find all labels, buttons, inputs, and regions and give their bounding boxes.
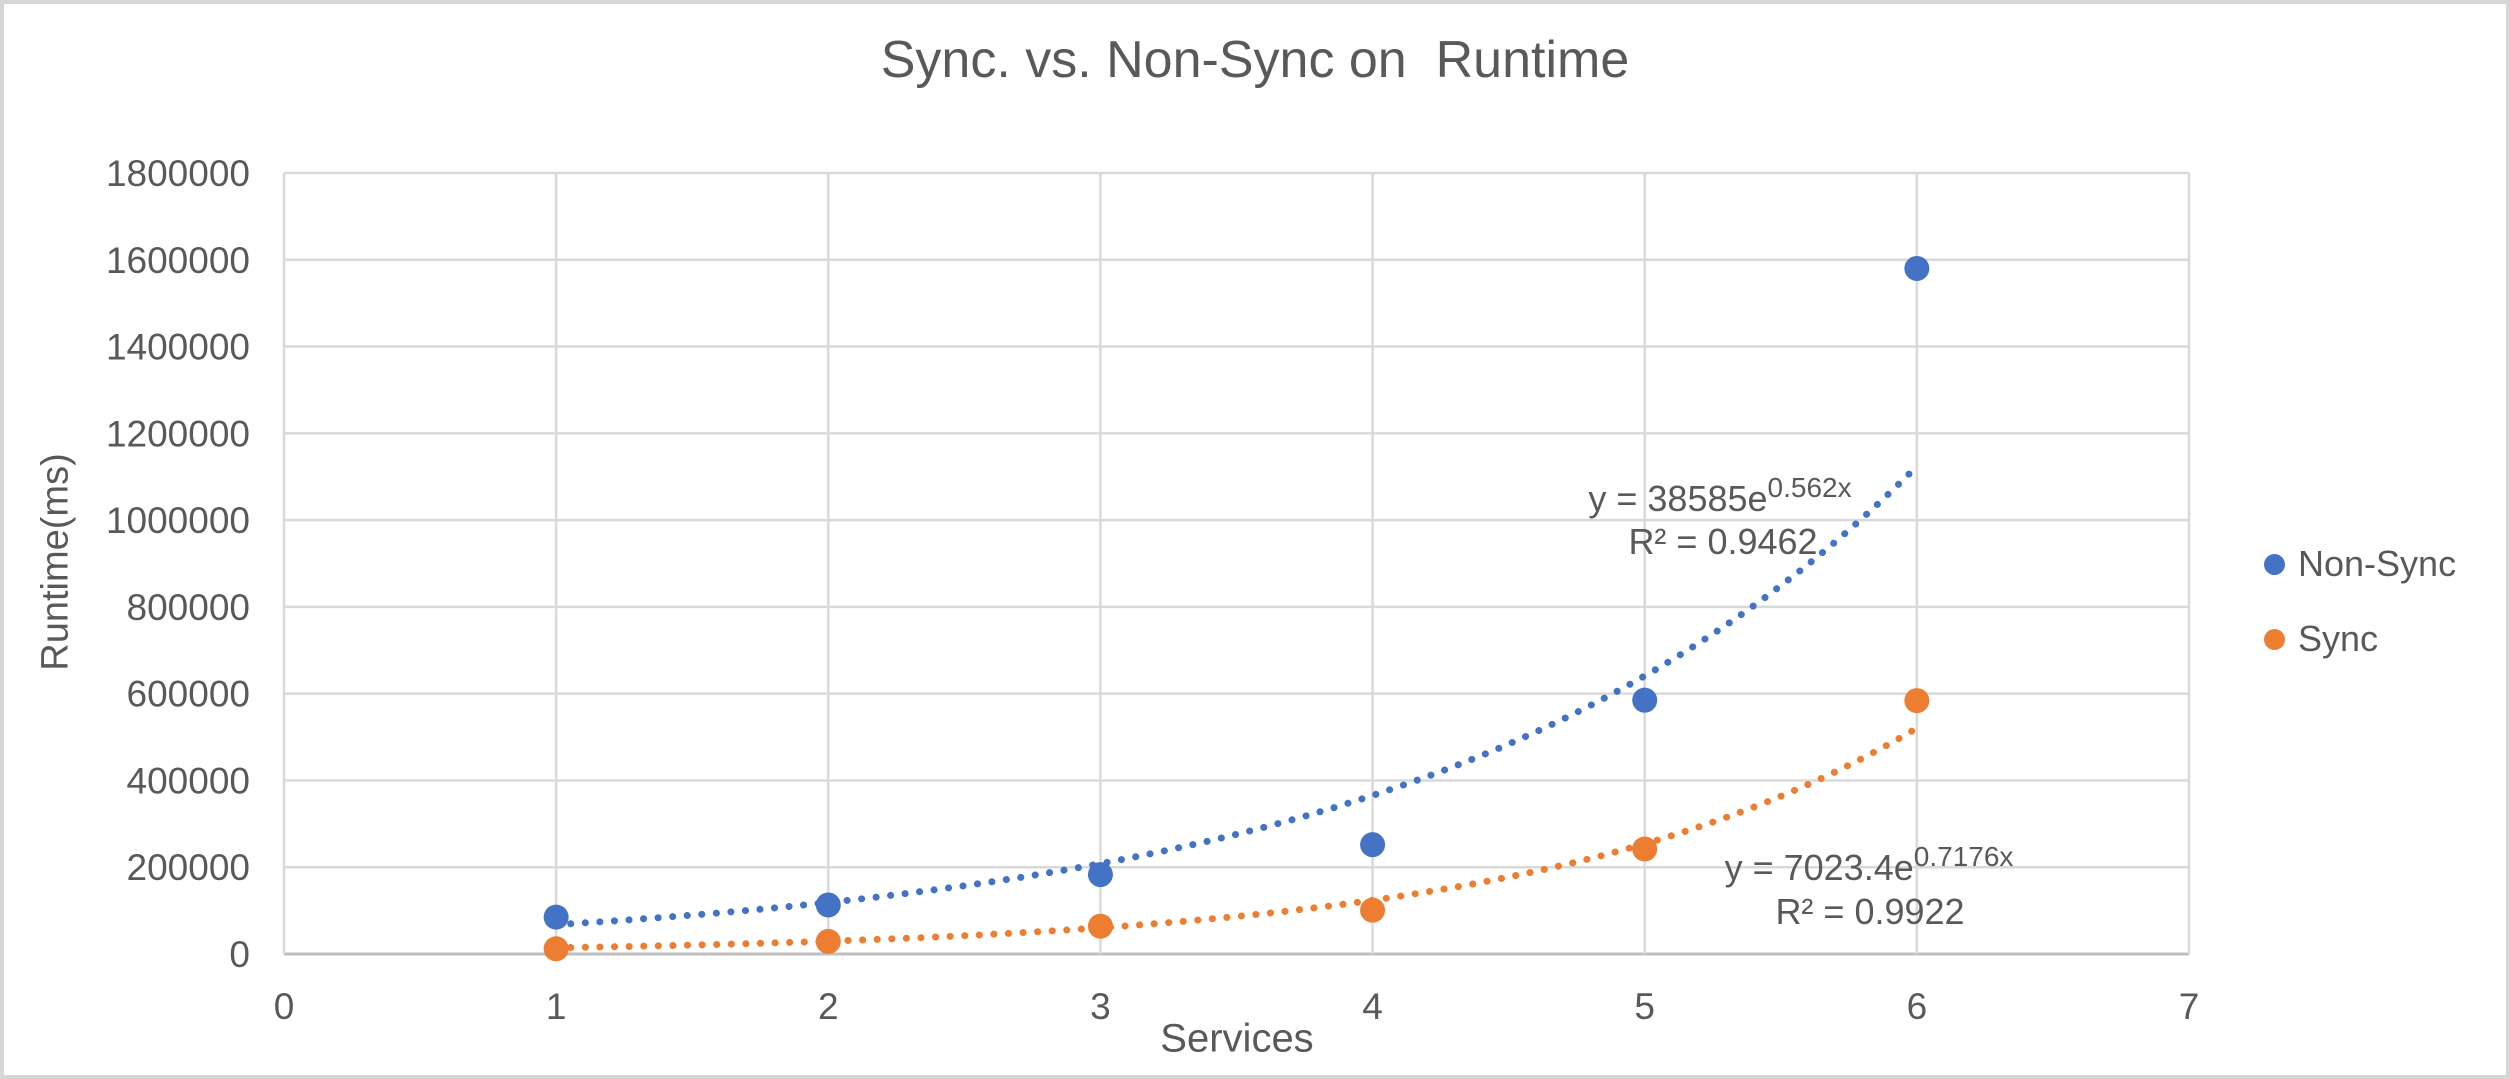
y-tick-label: 600000: [127, 674, 250, 715]
data-point-non-sync: [815, 892, 841, 918]
trendline-r2-sync: R² = 0.9922: [1775, 891, 1965, 932]
data-point-non-sync: [1360, 832, 1386, 858]
trendline-sync: [552, 724, 1921, 952]
data-point-sync: [815, 928, 841, 954]
trendline-non-sync: [552, 462, 1921, 929]
y-tick-label: 400000: [127, 760, 250, 801]
data-point-sync: [1087, 913, 1113, 939]
equation-base: y = 38585e: [1588, 478, 1768, 519]
x-tick-label: 6: [1907, 986, 1928, 1027]
trendline-equation-non-sync: y = 38585e0.562x: [1588, 472, 1851, 520]
legend-item-non-sync[interactable]: Non-Sync: [2264, 543, 2456, 585]
data-point-sync: [1904, 688, 1930, 714]
trendline-r2-non-sync: R² = 0.9462: [1628, 521, 1818, 562]
data-point-non-sync: [1904, 255, 1930, 281]
trendline-equation-sync: y = 7023.4e0.7176x: [1725, 841, 2014, 889]
y-tick-label: 800000: [127, 587, 250, 628]
equation-exponent: 0.562x: [1767, 472, 1852, 503]
y-tick-label: 1400000: [106, 327, 250, 368]
data-point-non-sync: [1632, 687, 1658, 713]
data-point-non-sync: [1087, 862, 1113, 888]
x-tick-label: 0: [274, 986, 295, 1027]
data-point-sync: [1632, 836, 1658, 862]
legend-marker-non-sync: [2264, 553, 2285, 575]
x-tick-label: 4: [1362, 986, 1383, 1027]
plot-area: 0 200000 400000 600000 800000 1000000 1200000 1…: [106, 153, 2200, 1027]
y-tick-label: 0: [229, 934, 250, 975]
x-axis-title: Services: [1160, 1016, 1314, 1061]
y-tick-label: 1800000: [106, 153, 250, 194]
data-point-sync: [543, 936, 569, 962]
legend-item-sync[interactable]: Sync: [2264, 618, 2378, 660]
y-tick-label: 1000000: [106, 500, 250, 541]
data-point-non-sync: [543, 904, 569, 930]
y-tick-label: 1600000: [106, 240, 250, 281]
data-point-sync: [1360, 897, 1386, 923]
equation-exponent: 0.7176x: [1913, 841, 2014, 872]
legend-label: Sync: [2298, 618, 2379, 659]
y-tick-label: 200000: [127, 847, 250, 888]
x-tick-label: 7: [2179, 986, 2200, 1027]
legend-label: Non-Sync: [2298, 543, 2457, 584]
x-tick-label: 2: [818, 986, 839, 1027]
y-tick-label: 1200000: [106, 413, 250, 454]
x-tick-label: 5: [1634, 986, 1655, 1027]
x-tick-label: 3: [1090, 986, 1111, 1027]
x-tick-label: 1: [546, 986, 567, 1027]
equation-base: y = 7023.4e: [1724, 847, 1914, 888]
chart-title: Sync. vs. Non-Sync on Runtime: [880, 31, 1630, 89]
legend-marker-sync: [2264, 628, 2285, 650]
